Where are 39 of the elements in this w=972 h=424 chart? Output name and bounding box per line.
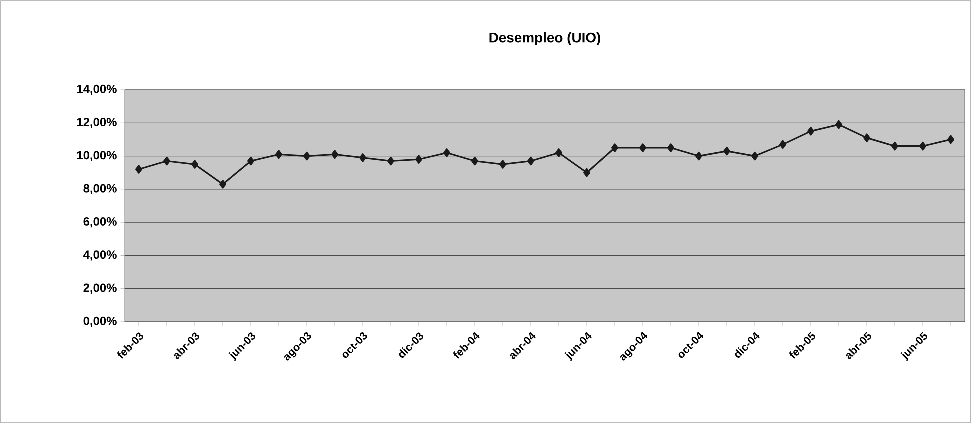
y-tick-label: 8,00% <box>84 184 117 195</box>
point <box>948 135 955 144</box>
y-tick-label: 14,00% <box>77 84 117 96</box>
point <box>444 148 450 158</box>
point <box>864 134 870 142</box>
point <box>528 156 534 166</box>
point <box>472 156 478 166</box>
point <box>136 165 142 174</box>
point <box>360 154 366 162</box>
point <box>808 127 814 136</box>
point <box>388 156 394 166</box>
y-tick-label: 10,00% <box>77 151 117 162</box>
point <box>276 150 282 160</box>
point <box>892 142 898 151</box>
point <box>836 120 842 130</box>
point <box>248 156 254 166</box>
y-tick-label: 6,00% <box>84 217 117 228</box>
chart-title: Desempleo (UIO) <box>490 32 600 46</box>
point <box>612 144 618 152</box>
point <box>220 180 226 189</box>
point <box>416 155 422 164</box>
y-tick-label: 2,00% <box>84 284 117 294</box>
point <box>304 152 310 161</box>
y-tick-label: 0,00% <box>84 316 117 328</box>
point <box>724 146 730 156</box>
point <box>668 144 674 152</box>
point <box>164 156 170 166</box>
point <box>780 140 786 150</box>
point <box>584 168 590 178</box>
point <box>696 152 702 161</box>
y-tick-label: 4,00% <box>84 250 117 261</box>
point <box>752 152 758 161</box>
point <box>556 148 562 158</box>
point <box>640 144 646 152</box>
point <box>920 142 926 151</box>
point <box>192 160 198 169</box>
point <box>332 150 338 160</box>
point <box>500 160 506 169</box>
y-tick-label: 12,00% <box>77 118 117 128</box>
